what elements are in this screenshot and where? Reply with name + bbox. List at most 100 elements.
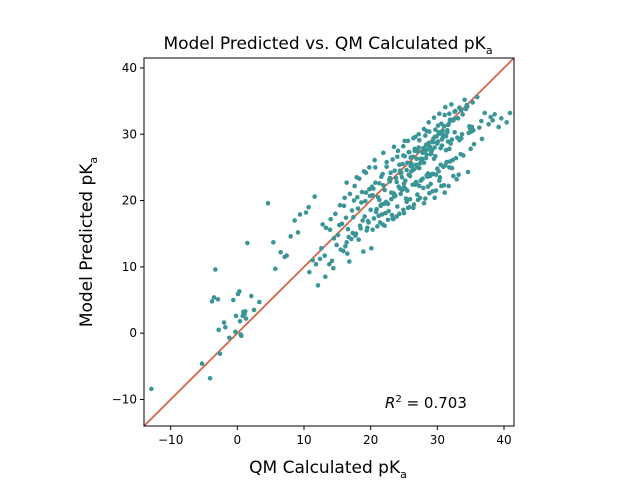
data-point [417, 137, 422, 143]
reference-line-layer [144, 58, 514, 426]
data-point [452, 129, 457, 135]
data-point [367, 165, 372, 170]
data-point [401, 153, 406, 158]
data-point [406, 149, 411, 155]
data-point [355, 206, 361, 211]
data-point [384, 164, 389, 170]
data-point [468, 146, 473, 152]
data-point [406, 172, 411, 177]
data-point [334, 242, 339, 248]
data-point [440, 135, 445, 140]
data-point [405, 160, 410, 166]
data-point [421, 200, 427, 206]
data-point [417, 165, 422, 171]
data-point [211, 295, 217, 300]
data-point [338, 247, 343, 252]
data-point [442, 112, 447, 118]
data-point [382, 187, 387, 193]
data-point [411, 205, 416, 211]
data-point [327, 227, 333, 233]
data-point [422, 149, 427, 155]
data-point [479, 136, 485, 142]
data-point [410, 182, 415, 187]
data-point [403, 186, 408, 191]
data-point [392, 168, 397, 174]
data-point [370, 192, 375, 198]
data-point [312, 194, 317, 199]
data-point [249, 293, 254, 299]
data-point [424, 128, 429, 134]
data-point [427, 190, 432, 196]
data-point [433, 127, 438, 132]
data-point [319, 246, 324, 251]
chart-title: Model Predicted vs. QM Calculated pKa [163, 34, 492, 57]
data-point [238, 332, 243, 337]
data-point [335, 232, 341, 238]
data-point [438, 145, 443, 151]
data-point [284, 253, 289, 258]
data-point [426, 120, 431, 125]
data-point [372, 157, 377, 163]
data-point [363, 190, 369, 195]
data-point [363, 170, 369, 176]
data-point [344, 240, 349, 245]
data-point [496, 124, 501, 130]
data-point [347, 191, 353, 197]
data-point [393, 175, 399, 181]
data-point [379, 174, 384, 179]
data-point [381, 183, 386, 188]
data-point [441, 124, 447, 129]
data-point [317, 256, 323, 262]
data-point [387, 179, 393, 184]
data-point [329, 258, 335, 264]
data-point [273, 266, 278, 272]
data-point [395, 204, 400, 209]
data-point [362, 214, 367, 219]
data-point [436, 169, 441, 174]
data-point [418, 178, 423, 183]
data-point [405, 138, 411, 144]
data-point [233, 329, 238, 335]
data-point [462, 97, 467, 103]
data-point [459, 131, 465, 137]
data-point [426, 140, 431, 146]
data-point [310, 257, 315, 263]
data-point [221, 320, 227, 325]
data-point [213, 267, 218, 272]
data-point [446, 122, 451, 127]
data-point [442, 190, 447, 195]
data-point [373, 180, 378, 185]
data-point [458, 151, 463, 157]
data-point [207, 375, 213, 381]
data-point [399, 175, 405, 180]
data-point [359, 189, 365, 195]
data-point [439, 183, 444, 189]
data-point [451, 116, 457, 122]
data-point [488, 114, 493, 120]
data-point [292, 218, 297, 223]
data-point [404, 167, 409, 173]
data-point [373, 165, 378, 170]
data-point [295, 230, 301, 235]
y-axis-title: Model Predicted pKa [77, 157, 100, 327]
data-point [303, 210, 309, 215]
data-point [447, 117, 453, 122]
y-tick-label: 10 [122, 260, 137, 274]
data-point [217, 351, 223, 357]
data-point [391, 144, 397, 150]
data-point [454, 177, 459, 182]
data-point [251, 307, 257, 313]
data-point [499, 116, 504, 121]
data-point [322, 253, 327, 258]
data-point [371, 216, 377, 221]
data-point [349, 208, 355, 213]
data-point [357, 223, 363, 229]
data-point [447, 159, 453, 164]
y-tick-label: 40 [122, 61, 137, 75]
data-point [271, 240, 276, 245]
data-point [353, 233, 358, 238]
data-point [389, 196, 394, 202]
plot-frame [143, 57, 515, 427]
data-point [443, 104, 448, 110]
